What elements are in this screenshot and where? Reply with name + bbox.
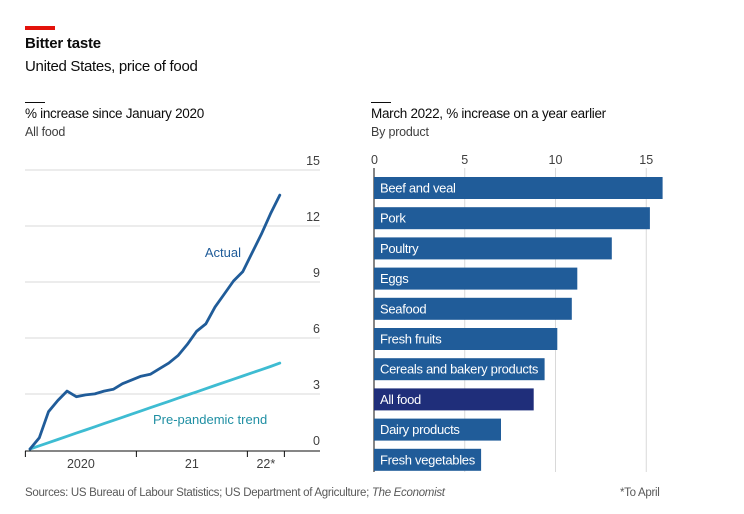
y-tick-label: 3 [313, 378, 320, 392]
trend-series-line [28, 361, 282, 451]
y-tick-label: 15 [306, 154, 320, 168]
y-tick-label: 9 [313, 266, 320, 280]
actual-series-line [28, 193, 282, 451]
left-panel-rule [25, 102, 45, 103]
y-tick-label: 6 [313, 322, 320, 336]
y-tick-label: 12 [306, 210, 320, 224]
x-tick-label: 2020 [67, 457, 95, 471]
source-note: Sources: US Bureau of Labour Statistics;… [25, 487, 445, 499]
x-tick-label: 22* [256, 457, 275, 471]
right-panel-rule [371, 102, 391, 103]
source-publication: The Economist [371, 487, 445, 499]
x-tick-label: 21 [185, 457, 199, 471]
actual-label: Actual [205, 245, 241, 260]
footnote: *To April [620, 487, 660, 499]
y-tick-label: 0 [313, 434, 320, 448]
trend-label: Pre-pandemic trend [153, 412, 267, 427]
bar-chart-subtitle: By product [371, 125, 429, 139]
line-chart-title: % increase since January 2020 [25, 106, 204, 121]
line-chart-subtitle: All food [25, 125, 66, 139]
chart-subtitle: United States, price of food [25, 58, 198, 75]
chart-title: Bitter taste [25, 35, 101, 52]
source-text: Sources: US Bureau of Labour Statistics;… [25, 487, 372, 499]
bar-chart-title: March 2022, % increase on a year earlier [371, 106, 606, 121]
accent-bar [25, 26, 55, 30]
